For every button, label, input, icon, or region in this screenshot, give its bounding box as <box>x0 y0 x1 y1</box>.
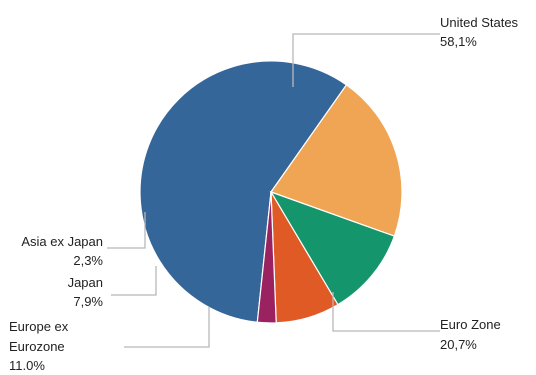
slice-value-asia-ex-japan: 2,3% <box>73 253 103 268</box>
leader-line-asia-ex-japan <box>107 212 146 249</box>
slice-value-united-states: 58,1% <box>440 34 477 49</box>
slice-label-japan: Japan <box>68 275 103 290</box>
slice-label-europe-ex-eurozone-line-1: Europe ex <box>9 319 69 334</box>
slice-label-europe-ex-eurozone-line-2: Eurozone <box>9 339 65 354</box>
pie-slice-euro-zone <box>270 84 403 237</box>
leader-line-europe-ex-eurozone <box>124 307 210 348</box>
leader-line-united-states <box>292 33 440 87</box>
pie-slice-europe-ex-eurozone <box>269 190 396 306</box>
pie-slices <box>139 60 403 324</box>
slice-label-asia-ex-japan: Asia ex Japan <box>21 234 103 249</box>
slice-value-euro-zone: 20,7% <box>440 337 477 352</box>
leader-line-japan <box>111 266 157 296</box>
pie-slice-united-states <box>139 60 348 323</box>
slice-value-europe-ex-eurozone: 11,0% <box>9 358 45 370</box>
pie-slice-asia-ex-japan <box>256 191 277 324</box>
label-leader-lines <box>107 33 440 348</box>
leader-line-euro-zone <box>332 292 440 332</box>
slice-labels: United States 58,1% Euro Zone 20,7% Europe e… <box>9 15 519 373</box>
slice-label-euro-zone: Euro Zone <box>440 317 501 332</box>
slice-label-united-states: United States <box>440 15 519 30</box>
slice-value-japan: 7,9% <box>73 294 103 309</box>
